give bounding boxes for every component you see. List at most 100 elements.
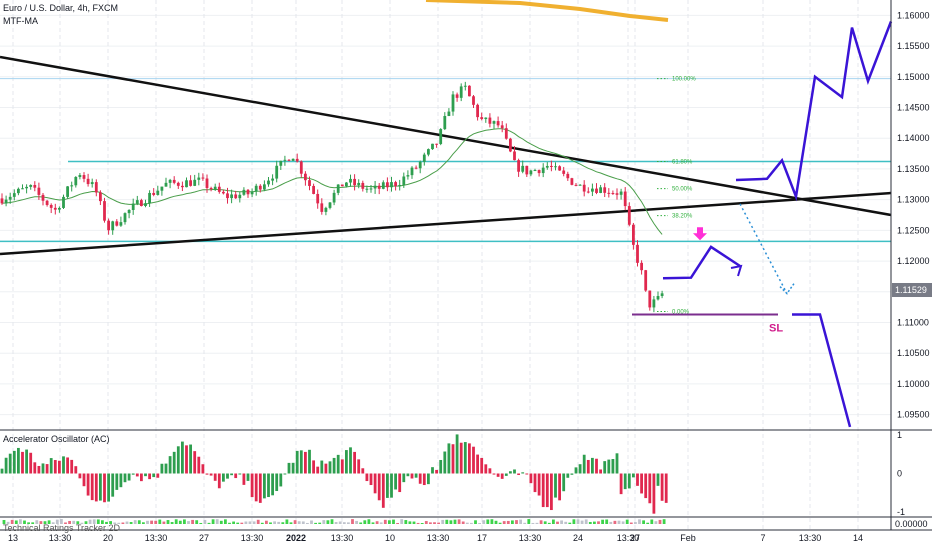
oscillator-bars — [0, 434, 668, 514]
oscillator-bar — [0, 468, 4, 474]
rating-bar — [342, 522, 346, 524]
oscillator-bar — [304, 451, 307, 474]
oscillator-bar — [463, 442, 467, 474]
oscillator-bar — [209, 473, 213, 476]
oscillator-bar — [336, 454, 340, 474]
oscillator-bar — [652, 473, 656, 514]
rating-bar — [613, 520, 617, 524]
oscillator-bar — [533, 473, 537, 493]
oscillator-bar — [25, 449, 28, 474]
rating-bar — [137, 520, 141, 524]
rating-bar — [92, 519, 96, 524]
oscillator-bar — [242, 473, 246, 485]
candle-body — [295, 158, 299, 162]
price-axis[interactable]: 1.16000 1.15500 1.15000 1.14500 1.14000 1.135… — [895, 10, 930, 529]
oscillator-bar — [537, 473, 541, 496]
rating-bar — [96, 519, 100, 524]
candle-body — [148, 192, 151, 204]
rating-bar — [363, 520, 367, 524]
rating-bar — [429, 522, 432, 524]
candle-body — [308, 180, 311, 186]
oscillator-tick-label: 1 — [897, 430, 902, 440]
candle-body — [459, 86, 463, 98]
chart-grid — [0, 0, 891, 530]
time-tick-label: Feb — [680, 533, 696, 543]
indicator-label[interactable]: MTF-MA — [3, 16, 38, 26]
rating-bar — [166, 520, 170, 524]
oscillator-bar — [8, 453, 12, 474]
oscillator-bar — [365, 473, 369, 482]
rating-bar — [601, 519, 604, 524]
candle-body — [267, 180, 270, 185]
rating-bar — [113, 522, 117, 524]
price-tick-label: 1.13000 — [897, 195, 930, 205]
rating-indicator-label[interactable]: Technical Ratings Tracker 2D — [3, 523, 121, 533]
price-tick-label: 1.15500 — [897, 41, 930, 51]
candle-body — [525, 165, 529, 175]
oscillator-bar — [619, 473, 623, 495]
time-tick-label: 13:30 — [617, 533, 640, 543]
oscillator-bar — [172, 451, 176, 474]
oscillator-bar — [217, 473, 221, 489]
rating-bar — [424, 521, 428, 524]
candle-body — [484, 117, 488, 120]
time-tick-label: 10 — [385, 533, 395, 543]
price-projection[interactable]: SL — [632, 21, 893, 428]
fibonacci-retracement[interactable]: 100.00% 61.80% 50.00% 38.20% 0.00% — [657, 77, 696, 316]
rating-bar — [502, 521, 506, 524]
candle-body — [455, 94, 459, 98]
oscillator-bar — [181, 441, 184, 474]
price-tick-label: 1.13500 — [897, 164, 930, 174]
candle-body — [291, 158, 295, 161]
candle-body — [193, 179, 197, 186]
oscillator-bar — [324, 463, 328, 474]
oscillator-bar — [340, 459, 344, 474]
candle-body — [439, 129, 443, 144]
rating-bar — [351, 519, 354, 524]
oscillator-bar — [299, 450, 303, 474]
time-tick-label: 2022 — [286, 533, 306, 543]
oscillator-bar — [295, 450, 299, 474]
rating-bar — [162, 521, 166, 524]
rating-bar — [634, 522, 637, 524]
oscillator-bar — [603, 461, 607, 474]
rating-bar — [617, 520, 621, 524]
rating-bar — [203, 519, 207, 524]
candle-body — [582, 184, 586, 192]
candle-body — [431, 143, 434, 150]
oscillator-bar — [21, 451, 24, 474]
rating-bar — [2, 520, 6, 524]
oscillator-bar — [332, 457, 336, 474]
candle-body — [250, 191, 254, 195]
rating-bar — [523, 522, 527, 524]
candle-body — [529, 170, 533, 175]
rating-bar — [347, 522, 350, 524]
time-tick-label: 13:30 — [427, 533, 450, 543]
candle-body — [406, 175, 410, 177]
rating-bar — [285, 519, 289, 524]
rating-bar — [371, 522, 375, 524]
rating-bar — [560, 520, 563, 524]
rating-bar — [64, 522, 67, 524]
rating-bar — [10, 519, 14, 524]
fib-level-label: 100.00% — [672, 77, 696, 83]
candle-body — [550, 165, 553, 167]
candle-body — [66, 186, 69, 197]
price-tick-label: 1.16000 — [897, 10, 930, 20]
rating-bar — [416, 522, 420, 524]
candle-body — [361, 182, 365, 189]
rating-bar — [60, 519, 63, 524]
rating-bar — [121, 522, 125, 524]
oscillator-bar — [566, 473, 570, 478]
rating-bar — [310, 520, 313, 524]
candle-body — [99, 192, 102, 202]
candle-body — [340, 184, 344, 187]
candle-body — [504, 128, 508, 139]
time-tick-label: 13:30 — [799, 533, 822, 543]
price-tick-label: 1.12000 — [897, 256, 930, 266]
time-axis[interactable]: 13 13:30 20 13:30 27 13:30 2022 13:30 10 13:30 17 1… — [8, 533, 863, 543]
trendlines[interactable] — [0, 55, 892, 256]
oscillator-label[interactable]: Accelerator Oscillator (AC) — [3, 434, 110, 444]
candle-body — [586, 191, 590, 193]
